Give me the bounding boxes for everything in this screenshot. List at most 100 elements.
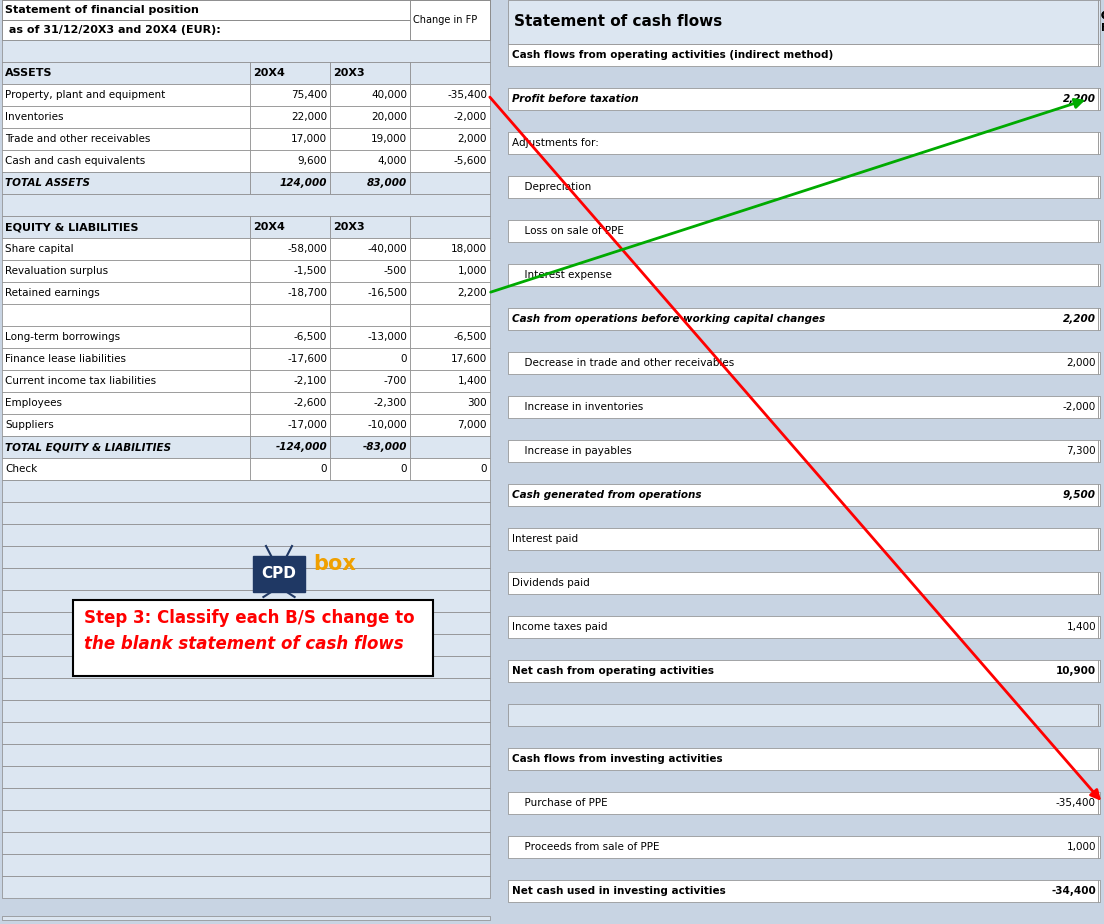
Bar [2,216,250,238]
Bar [508,176,1098,198]
Text: Net cash used in investing activities: Net cash used in investing activities [512,886,725,896]
Bar [330,238,410,260]
Bar [508,484,1098,506]
Text: Suppliers: Suppliers [6,420,54,430]
Bar [250,304,330,326]
Bar [1098,748,1100,770]
Bar [1098,880,1100,902]
Bar [1098,660,1100,682]
Bar [2,238,250,260]
Bar [508,528,1098,550]
Bar [410,392,490,414]
Text: -500: -500 [383,266,407,276]
Bar [2,392,250,414]
Text: 2,200: 2,200 [1063,314,1096,324]
Bar [330,260,410,282]
Bar [2,0,490,20]
Bar [250,370,330,392]
Bar [330,326,410,348]
Bar [2,656,490,678]
Text: Statement of cash flows: Statement of cash flows [514,15,722,30]
Bar [508,88,1098,110]
Bar [2,40,490,62]
Bar [1098,704,1100,726]
Bar [1098,88,1100,110]
Bar [508,396,1098,418]
Text: 300: 300 [467,398,487,408]
Bar [2,502,490,524]
Bar [508,0,1098,44]
Text: -2,000: -2,000 [1063,402,1096,412]
Text: Loss on sale of PPE: Loss on sale of PPE [518,226,624,236]
Text: 0: 0 [401,464,407,474]
Bar [2,172,250,194]
Text: 1,000: 1,000 [457,266,487,276]
Text: CPD: CPD [262,566,297,581]
Bar [2,84,250,106]
Text: 1,000: 1,000 [1066,842,1096,852]
Bar [2,700,490,722]
Bar [330,436,410,458]
Text: 75,400: 75,400 [290,90,327,100]
Bar [410,304,490,326]
Bar [2,106,250,128]
Text: -700: -700 [383,376,407,386]
Text: 1,400: 1,400 [457,376,487,386]
Bar [250,62,330,84]
Bar [508,748,1098,770]
Text: Statement of financial position: Statement of financial position [6,5,199,15]
Text: 17,000: 17,000 [290,134,327,144]
Text: 0: 0 [480,464,487,474]
Text: 20,000: 20,000 [371,112,407,122]
Text: TOTAL EQUITY & LIABILITIES: TOTAL EQUITY & LIABILITIES [6,442,171,452]
Text: Purchase of PPE: Purchase of PPE [518,798,607,808]
Text: -2,600: -2,600 [294,398,327,408]
Text: Step 3: Classify each B/S change to: Step 3: Classify each B/S change to [84,609,415,627]
Bar [2,766,490,788]
Bar [508,44,1098,66]
Bar [2,260,250,282]
Text: -2,300: -2,300 [373,398,407,408]
Text: 20X4: 20X4 [253,68,285,78]
Bar [2,568,490,590]
Bar [250,458,330,480]
Bar [250,106,330,128]
Text: 20X4: 20X4 [253,222,285,232]
Text: 83,000: 83,000 [367,178,407,188]
Bar [2,524,490,546]
Text: Depreciation: Depreciation [518,182,592,192]
Bar [2,20,490,40]
Text: the blank statement of cash flows: the blank statement of cash flows [84,635,404,653]
Bar [1098,616,1100,638]
Text: box: box [314,554,355,574]
Bar [2,20,490,40]
Text: -2,100: -2,100 [294,376,327,386]
Bar [2,414,250,436]
Text: 7,300: 7,300 [1066,446,1096,456]
Bar [1098,264,1100,286]
Text: Property, plant and equipment: Property, plant and equipment [6,90,166,100]
Bar [2,304,250,326]
Text: Employees: Employees [6,398,62,408]
Text: ASSETS: ASSETS [6,68,53,78]
Text: -124,000: -124,000 [275,442,327,452]
Text: Revaluation surplus: Revaluation surplus [6,266,108,276]
Bar [410,62,490,84]
Bar [1098,440,1100,462]
Bar [1098,0,1100,44]
Bar [250,238,330,260]
Bar [253,556,305,592]
Bar [410,458,490,480]
Text: 7,000: 7,000 [457,420,487,430]
Bar [330,282,410,304]
Text: Change in
FP: Change in FP [1101,11,1104,32]
Bar [250,84,330,106]
Text: -16,500: -16,500 [367,288,407,298]
Text: Cash flows from investing activities: Cash flows from investing activities [512,754,723,764]
Bar [2,282,250,304]
Bar [410,128,490,150]
Bar [330,414,410,436]
Bar [250,260,330,282]
Bar [330,84,410,106]
Bar [250,282,330,304]
